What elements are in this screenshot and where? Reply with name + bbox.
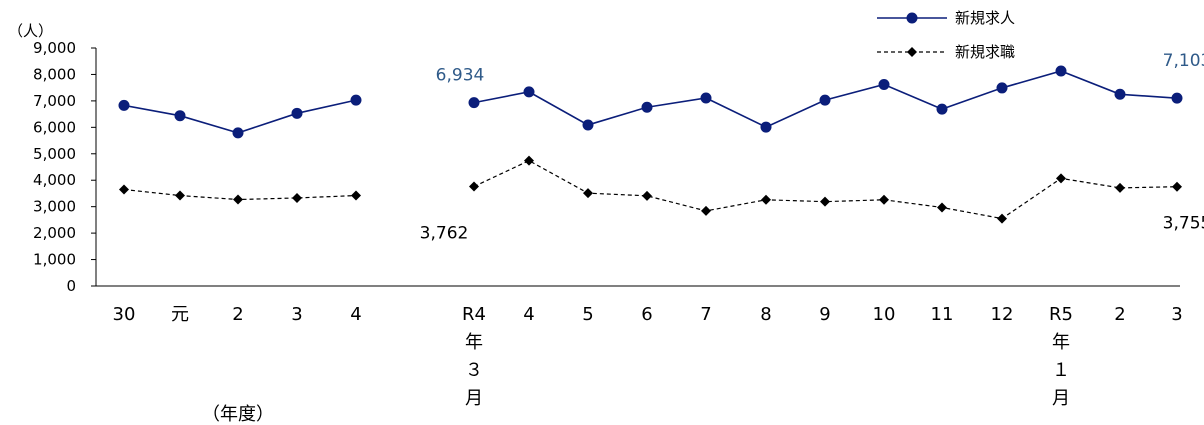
axes [91,47,1180,287]
series-line [473,159,1178,220]
data-point [642,190,652,201]
data-point [292,192,302,203]
x-tick-label: 5 [582,304,593,325]
data-point [291,107,303,119]
data-point [469,181,479,192]
x-tick-label: 6 [641,304,652,325]
x-group-label: （年度） [202,404,274,425]
data-point [937,202,947,213]
legend-marker [907,47,917,57]
x-tick-label: 元 [171,304,189,325]
data-label: 3,755 [1163,214,1204,234]
x-tick-label: 11 [931,304,954,325]
series-new-job-openings [118,65,1183,139]
data-point [701,205,711,216]
y-tick-label: 4,000 [33,171,76,189]
data-point [1055,65,1067,77]
y-tick-label: 7,000 [33,92,76,110]
data-point [1172,181,1182,192]
x-tick-label: 4 [350,304,361,325]
data-point [761,194,771,205]
y-tick-label: 6,000 [33,118,76,136]
legend-label: 新規求人 [955,9,1015,27]
data-point [524,155,534,166]
data-point [119,184,129,195]
x-tick-label: 2 [1114,304,1125,325]
x-tick-label: 3 [291,304,302,325]
legend-item-new-job-seekers: 新規求職 [877,43,1015,61]
x-tick-label: R5 年１月 [1049,304,1073,409]
data-point [819,94,831,106]
x-tick-label: 10 [873,304,896,325]
data-point [175,190,185,201]
y-tick-label: 5,000 [33,145,76,163]
data-point [700,92,712,104]
x-tick-label: 9 [819,304,830,325]
data-point [1171,92,1183,104]
data-point [351,190,361,201]
data-label: 6,934 [436,66,485,86]
data-point [350,94,362,106]
legend-marker [906,12,918,24]
data-point [760,121,772,133]
data-point [523,86,535,98]
data-label: 7,103 [1163,51,1204,71]
x-tick-label: R4 年３月 [462,304,486,409]
data-point [233,194,243,205]
data-point [174,110,186,122]
y-unit-label: （人） [8,22,53,40]
data-point [583,188,593,199]
y-tick-label: 3,000 [33,198,76,216]
legend-item-new-job-openings: 新規求人 [877,9,1015,27]
data-point [936,103,948,115]
x-tick-label: 4 [523,304,534,325]
x-tick-label: 3 [1171,304,1182,325]
y-tick-label: 8,000 [33,65,76,83]
data-label: 3,762 [420,224,469,244]
y-tick-label: 1,000 [33,251,76,269]
labels: （人） 0 1,000 2,000 3,000 4,000 5,000 6,000 7,000 8… [8,22,1204,425]
y-tick-label: 0 [66,277,76,295]
legend-label: 新規求職 [955,43,1015,61]
data-point [1056,173,1066,184]
x-tick-label: 30 [113,304,136,325]
series-new-job-seekers [119,155,1182,224]
data-point [118,99,130,111]
series-layer [118,65,1183,224]
data-point [879,194,889,205]
data-point [1114,88,1126,100]
data-point [468,97,480,109]
data-point [996,82,1008,94]
data-point [582,119,594,131]
data-point [232,127,244,139]
x-tick-label: 12 [991,304,1014,325]
data-point [878,78,890,90]
data-point [1115,182,1125,193]
x-tick-label: 7 [700,304,711,325]
y-tick-label: 2,000 [33,224,76,242]
x-tick-label: 8 [760,304,771,325]
x-tick-label: 2 [232,304,243,325]
data-point [820,196,830,207]
data-point [997,213,1007,224]
y-tick-label: 9,000 [33,39,76,57]
data-point [641,101,653,113]
